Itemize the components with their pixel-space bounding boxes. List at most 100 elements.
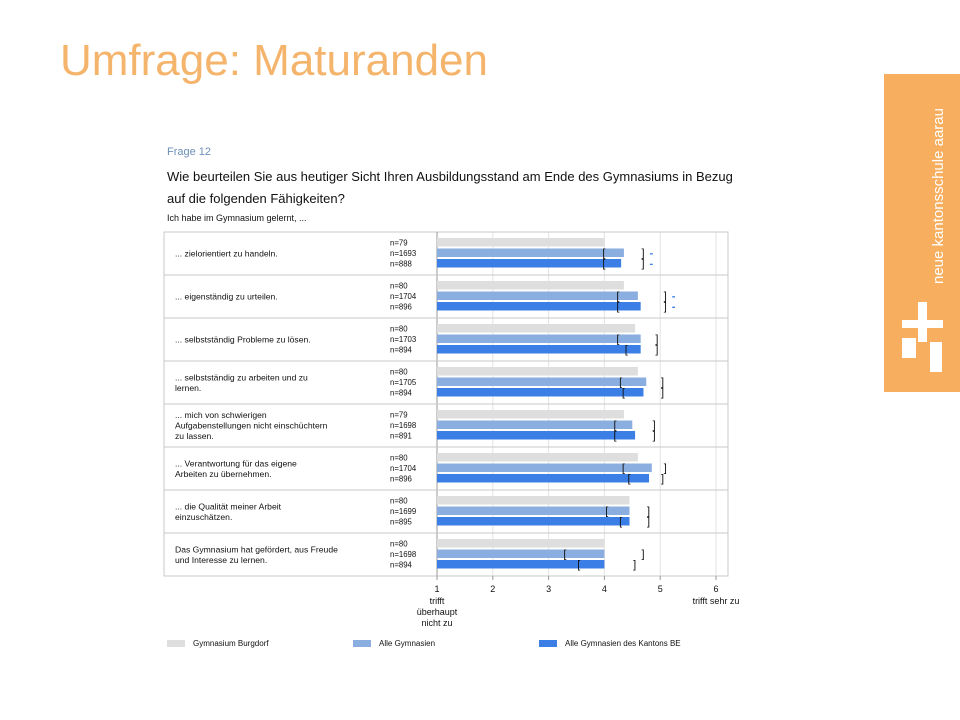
bar <box>437 549 605 558</box>
bar <box>437 463 652 472</box>
bar <box>437 420 633 429</box>
n-label: n=895 <box>390 518 413 527</box>
legend-label: Gymnasium Burgdorf <box>193 639 269 648</box>
ci-bracket-right: ] <box>653 420 656 432</box>
n-label: n=894 <box>390 346 413 355</box>
bar <box>437 291 638 300</box>
ci-bracket-right: ] <box>661 387 664 399</box>
n-label: n=80 <box>390 368 408 377</box>
row-label: ... eigenständig zu urteilen. <box>175 292 278 302</box>
n-label: n=1704 <box>390 292 417 301</box>
n-label: n=896 <box>390 303 412 312</box>
bar <box>437 238 605 247</box>
ci-bracket-left: [ <box>614 430 617 442</box>
x-axis-low-label: trifft überhaupt nicht zu <box>417 596 458 628</box>
legend-swatch <box>353 640 371 647</box>
n-label: n=1699 <box>390 507 416 516</box>
x-tick-label: 2 <box>490 584 495 594</box>
legend-swatch <box>539 640 557 647</box>
significance-mark: - <box>672 301 676 313</box>
row-label: ... mich von schwierigen Aufgabenstellung… <box>175 410 328 441</box>
slide-title: Umfrage: Maturanden <box>60 36 488 85</box>
bar <box>437 377 647 386</box>
ci-bracket-right: ] <box>664 291 667 303</box>
n-label: n=79 <box>390 239 408 248</box>
x-tick-label: 3 <box>546 584 551 594</box>
row-label: ... Verantwortung für das eigene Arbeiten… <box>175 458 297 479</box>
bar <box>437 539 605 548</box>
legend-swatch <box>167 640 185 647</box>
row-label: ... selbstständig Probleme zu lösen. <box>175 335 311 345</box>
significance-mark: - <box>649 248 653 260</box>
bar <box>437 248 624 257</box>
survey-bar-chart: ... zielorientiert zu handeln.n=79n=1693… <box>163 231 740 628</box>
ci-bracket-left: [ <box>616 334 619 346</box>
significance-mark: - <box>672 291 676 303</box>
legend-item-burgdorf: Gymnasium Burgdorf <box>167 639 269 648</box>
bar <box>437 474 650 483</box>
question-subtitle: Ich habe im Gymnasium gelernt, ... <box>167 213 307 223</box>
ci-bracket-right: ] <box>661 377 664 389</box>
bar <box>437 345 641 354</box>
n-label: n=80 <box>390 282 408 291</box>
x-axis-high-label: trifft sehr zu <box>693 596 740 606</box>
ci-bracket-left: [ <box>563 549 566 561</box>
x-tick-label: 4 <box>602 584 607 594</box>
ci-bracket-left: [ <box>602 258 605 270</box>
ci-bracket-right: ] <box>653 430 656 442</box>
n-label: n=888 <box>390 260 412 269</box>
ci-bracket-left: [ <box>622 463 625 475</box>
n-label: n=891 <box>390 432 412 441</box>
n-label: n=80 <box>390 325 408 334</box>
legend-label: Alle Gymnasien <box>379 639 436 648</box>
legend-label: Alle Gymnasien des Kantons BE <box>565 639 681 648</box>
ci-bracket-right: ] <box>647 516 650 528</box>
n-label: n=79 <box>390 411 408 420</box>
n-label: n=896 <box>390 475 412 484</box>
bar <box>437 560 605 569</box>
bar <box>437 506 630 515</box>
ci-bracket-right: ] <box>655 334 658 346</box>
row-label: ... die Qualität meiner Arbeit einzuschät… <box>175 501 282 522</box>
ci-bracket-left: [ <box>577 559 580 571</box>
ci-bracket-right: ] <box>661 473 664 485</box>
n-label: n=1705 <box>390 378 417 387</box>
bar <box>437 334 641 343</box>
ci-bracket-right: ] <box>633 559 636 571</box>
bar <box>437 453 638 462</box>
x-tick-label: 6 <box>713 584 718 594</box>
bar <box>437 281 624 290</box>
ci-bracket-left: [ <box>622 387 625 399</box>
bar <box>437 259 622 268</box>
ci-bracket-left: [ <box>614 420 617 432</box>
ci-bracket-left: [ <box>602 248 605 260</box>
bar <box>437 431 636 440</box>
n-label: n=1704 <box>390 464 417 473</box>
ci-bracket-right: ] <box>641 248 644 260</box>
ci-bracket-right: ] <box>641 258 644 270</box>
significance-mark: - <box>649 258 653 270</box>
n-label: n=80 <box>390 454 408 463</box>
n-label: n=1693 <box>390 249 416 258</box>
ci-bracket-left: [ <box>616 291 619 303</box>
question-number: Frage 12 <box>167 146 212 158</box>
ci-bracket-left: [ <box>616 301 619 313</box>
n-label: n=1698 <box>390 421 416 430</box>
legend-item-kanton-be: Alle Gymnasien des Kantons BE <box>539 639 681 648</box>
ci-bracket-left: [ <box>605 506 608 518</box>
ci-bracket-left: [ <box>619 516 622 528</box>
question-text: Wie beurteilen Sie aus heutiger Sicht Ih… <box>167 169 733 206</box>
bar <box>437 324 636 333</box>
bar <box>437 410 624 419</box>
ci-bracket-right: ] <box>664 301 667 313</box>
bar <box>437 388 644 397</box>
brand-name: neue kantonsschule aarau <box>930 108 947 284</box>
ci-bracket-left: [ <box>625 344 628 356</box>
row-label: Das Gymnasium hat gefördert, aus Freude u… <box>175 544 338 565</box>
ci-bracket-right: ] <box>647 506 650 518</box>
bar <box>437 517 630 526</box>
n-label: n=1698 <box>390 550 416 559</box>
ci-bracket-right: ] <box>641 549 644 561</box>
ci-bracket-right: ] <box>664 463 667 475</box>
bar <box>437 496 630 505</box>
